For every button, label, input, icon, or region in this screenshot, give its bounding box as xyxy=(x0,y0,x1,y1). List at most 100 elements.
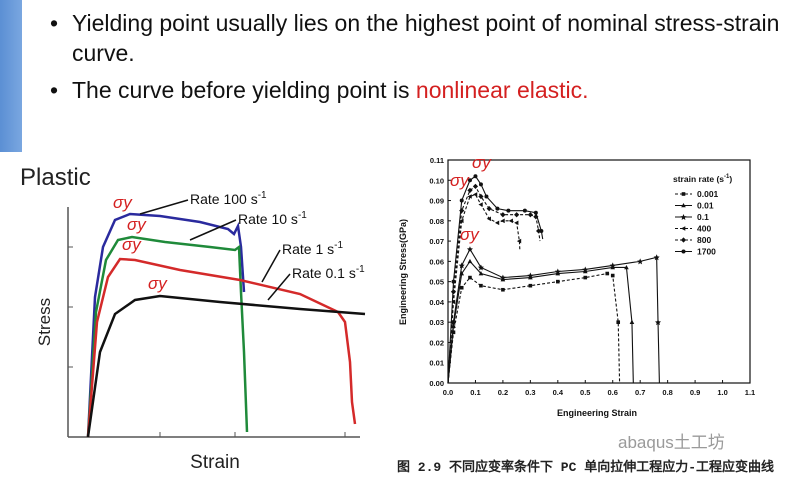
svg-text:Rate 1 s-1: Rate 1 s-1 xyxy=(282,240,343,257)
legend-title-sup: -1 xyxy=(724,174,730,180)
data-point xyxy=(522,208,527,213)
svg-text:Rate 10 s-1: Rate 10 s-1 xyxy=(238,210,307,227)
data-point xyxy=(467,258,473,264)
bullet-dot-icon: • xyxy=(50,10,59,36)
y-tick-label: 0.01 xyxy=(429,359,444,368)
watermark: abaqus土工坊 xyxy=(618,433,725,452)
legend-text-rate-100: Rate 100 s xyxy=(190,191,258,207)
data-series xyxy=(447,174,662,384)
y-tick-label: 0.04 xyxy=(429,298,444,307)
data-point xyxy=(514,212,520,218)
data-point xyxy=(655,319,662,326)
data-point xyxy=(583,275,588,280)
yield-label: σy xyxy=(148,274,168,293)
data-point xyxy=(500,212,506,218)
data-point xyxy=(629,319,635,324)
y-tick-label: 0.09 xyxy=(429,197,444,206)
data-point xyxy=(451,330,456,335)
legend-label-rate-1: Rate 1 s-1 xyxy=(261,240,343,283)
x-axis-label: Engineering Strain xyxy=(557,408,637,418)
data-point xyxy=(539,228,544,233)
axis-ticks: 0.0 0.1 0.2 0.3 0.4 0.5 0.6 0.7 0.8 0.9 1.0 1.1 0.00… xyxy=(429,156,755,397)
x-tick-label: 1.0 xyxy=(717,388,727,397)
data-point xyxy=(468,275,472,280)
yield-label: σy xyxy=(450,171,470,190)
data-point xyxy=(472,183,479,189)
legend-title-text: strain rate (s xyxy=(673,174,724,184)
y-tick-label: 0.07 xyxy=(429,237,444,246)
yield-markers: σy σy σy σy xyxy=(113,193,168,293)
legend-sup-rate-0-1: -1 xyxy=(356,264,365,275)
series-line-rate-0-1 xyxy=(86,294,366,438)
legend-text-rate-0-1: Rate 0.1 s xyxy=(292,265,356,281)
plot-frame xyxy=(447,159,751,384)
data-point xyxy=(533,210,538,215)
data-point xyxy=(680,214,687,220)
bullet-text-plain: The curve before yielding point is xyxy=(72,77,416,103)
bullet-item: • The curve before yielding point is non… xyxy=(50,75,790,105)
x-tick-label: 0.4 xyxy=(553,388,564,397)
data-point xyxy=(528,283,533,288)
pc-stress-strain-chart: 0.0 0.1 0.2 0.3 0.4 0.5 0.6 0.7 0.8 0.9 1.0 1.1 0.00… xyxy=(392,150,804,479)
data-point xyxy=(450,319,457,326)
series-line-0.01 xyxy=(447,260,634,384)
y-tick-label: 0.11 xyxy=(430,156,444,165)
data-point xyxy=(494,220,500,226)
data-point xyxy=(605,271,610,276)
data-point xyxy=(477,264,484,271)
yield-markers: σy σy σy xyxy=(450,153,492,244)
data-point xyxy=(609,262,616,269)
x-tick-label: 0.7 xyxy=(635,388,645,397)
legend-entry: 400 xyxy=(697,224,711,234)
data-point xyxy=(459,198,464,203)
x-tick-label: 1.1 xyxy=(745,388,755,397)
data-point xyxy=(459,218,464,224)
svg-text:Rate 100 s-1: Rate 100 s-1 xyxy=(190,190,267,207)
legend-sup-rate-100: -1 xyxy=(258,190,267,201)
legend-text-rate-10: Rate 10 s xyxy=(238,211,298,227)
legend-label-rate-10: Rate 10 s-1 xyxy=(189,210,307,241)
x-tick-label: 0.9 xyxy=(690,388,700,397)
bullet-text: The curve before yielding point is nonli… xyxy=(72,75,589,105)
data-point xyxy=(500,218,505,224)
data-point xyxy=(459,208,465,214)
bullet-text: Yielding point usually lies on the highe… xyxy=(72,10,780,66)
series-line-0.1 xyxy=(447,248,660,384)
data-point xyxy=(495,206,500,211)
data-point xyxy=(459,285,464,290)
data-point xyxy=(479,283,483,288)
x-tick-label: 0.2 xyxy=(498,388,508,397)
x-tick-label: 0.0 xyxy=(443,388,453,397)
data-point xyxy=(681,226,686,231)
data-point xyxy=(501,287,505,292)
y-tick-label: 0.10 xyxy=(429,176,444,185)
bullet-dot-icon: • xyxy=(50,77,59,103)
legend-label-rate-100: Rate 100 s-1 xyxy=(139,190,267,215)
y-tick-label: 0.06 xyxy=(429,257,444,266)
data-point xyxy=(616,320,621,324)
legend-entry: 1700 xyxy=(697,247,716,257)
series-line-800 xyxy=(447,185,541,384)
series-line-rate-10 xyxy=(86,235,249,438)
data-point xyxy=(554,268,561,275)
x-tick-label: 0.5 xyxy=(580,388,590,397)
svg-text:Rate 0.1 s-1: Rate 0.1 s-1 xyxy=(292,264,365,281)
x-axis-ticks xyxy=(159,432,346,437)
data-point xyxy=(653,254,660,261)
series-line-0.001 xyxy=(447,272,621,384)
plastic-chart-svg: Plastic Stress Strain Rate 100 s-1 Rate … xyxy=(20,164,366,473)
series-line-rate-100 xyxy=(86,212,246,438)
data-point xyxy=(478,271,484,276)
y-axis-ticks xyxy=(68,246,73,368)
data-point xyxy=(637,258,644,265)
y-axis-label: Stress xyxy=(35,298,54,346)
x-tick-label: 0.6 xyxy=(608,388,618,397)
data-point xyxy=(467,178,472,183)
legend-sup-rate-1: -1 xyxy=(334,240,343,251)
data-point xyxy=(484,194,489,199)
data-point xyxy=(473,174,478,179)
data-point xyxy=(506,208,511,213)
data-point xyxy=(486,216,491,222)
y-tick-label: 0.08 xyxy=(429,217,444,226)
legend-text-rate-1: Rate 1 s xyxy=(282,241,334,257)
